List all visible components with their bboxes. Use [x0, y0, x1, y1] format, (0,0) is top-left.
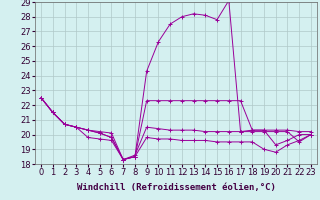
- X-axis label: Windchill (Refroidissement éolien,°C): Windchill (Refroidissement éolien,°C): [76, 183, 276, 192]
